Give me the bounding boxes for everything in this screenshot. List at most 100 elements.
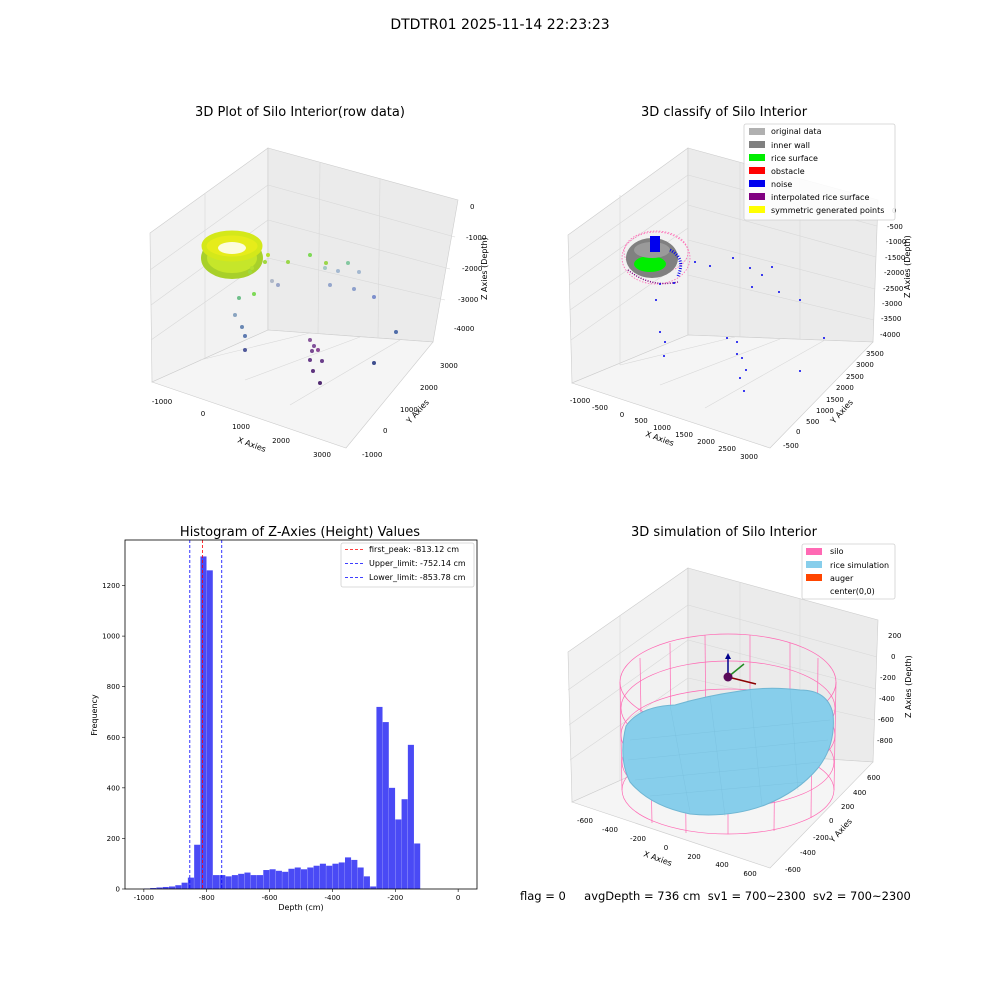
legend-label-rice-simulation: rice simulation	[830, 561, 889, 570]
legend-swatch-rice-simulation	[806, 561, 822, 568]
simulation-ytick: 600	[867, 774, 880, 782]
classify-ztick: -3000	[882, 300, 902, 308]
histogram-bar	[244, 872, 251, 889]
flag-text: flag = 0	[520, 889, 566, 903]
classify-xtick: 0	[620, 411, 624, 419]
classify-ytick: 3000	[856, 361, 874, 369]
histogram-legend-label: first_peak: -813.12 cm	[369, 545, 459, 554]
raw-ztick: -2000	[462, 265, 482, 273]
simulation-ytick: 0	[829, 817, 833, 825]
histogram-bar	[162, 886, 169, 889]
histogram-legend-box	[340, 542, 475, 588]
classify-xlabel: X Axies	[644, 429, 675, 448]
legend-swatch-original-data	[749, 128, 765, 135]
simulation-ytick: -600	[785, 866, 801, 874]
simulation-xtick: 600	[743, 870, 756, 878]
legend-label-noise: noise	[771, 180, 792, 189]
classify-noise-points	[655, 257, 825, 392]
histogram-bar	[257, 875, 264, 889]
histogram-bar	[150, 887, 157, 889]
simulation-ytick: 200	[841, 803, 854, 811]
histogram-bar	[225, 876, 232, 889]
raw-3d-panel: 3D Plot of Silo Interior(row data) -1000…	[149, 105, 489, 459]
classify-ytick: -500	[783, 442, 799, 450]
histogram-bar	[288, 868, 295, 889]
legend-label-interpolated-rice-surface: interpolated rice surface	[771, 193, 869, 202]
rice-simulation-surface	[622, 687, 834, 816]
simulation-xtick: 400	[715, 861, 728, 869]
histogram-ytick-label: 200	[107, 835, 120, 843]
histogram-bar	[319, 863, 326, 889]
histogram-bar	[263, 870, 270, 889]
histogram-bar	[357, 867, 364, 889]
histogram-bar	[313, 865, 320, 889]
simulation-3d-panel: 3D simulation of Silo Interior -600 -400…	[567, 525, 913, 878]
histogram-panel: Histogram of Z-Axies (Height) Values -10…	[90, 525, 478, 912]
raw-ytick: -1000	[362, 451, 382, 459]
rice-mesh	[627, 688, 831, 817]
raw-gridlines	[149, 162, 456, 406]
histogram-bar	[169, 886, 176, 889]
histogram-bar	[401, 799, 408, 889]
histogram-ytick-label: 600	[107, 734, 120, 742]
raw-xtick: 0	[201, 410, 205, 418]
simulation-ztick: -600	[878, 716, 894, 724]
histogram-title: Histogram of Z-Axies (Height) Values	[180, 525, 420, 540]
simulation-zlabel: Z Axies (Depth)	[904, 655, 913, 718]
classify-zlabel: Z Axies (Depth)	[903, 235, 912, 298]
histogram-bar	[269, 869, 276, 889]
classify-ytick: 3500	[866, 350, 884, 358]
classify-ytick: 1500	[826, 396, 844, 404]
histogram-bar	[282, 871, 289, 889]
classify-floor-pane	[571, 334, 874, 449]
auger-marker	[723, 653, 757, 685]
legend-label-center: center(0,0)	[830, 587, 875, 596]
classify-legend-entries: original data inner wall rice surface ob…	[749, 127, 884, 215]
histogram-bar	[407, 744, 414, 889]
legend-label-inner-wall: inner wall	[771, 141, 810, 150]
simulation-ytick: -400	[800, 849, 816, 857]
histogram-legend-label: Lower_limit: -853.78 cm	[369, 573, 466, 582]
histogram-ytick-label: 400	[107, 784, 120, 792]
histogram-bar	[213, 875, 220, 889]
legend-label-original-data: original data	[771, 127, 822, 136]
raw-ztick: 0	[470, 203, 474, 211]
raw-ytick: 3000	[440, 362, 458, 370]
legend-swatch-rice-surface	[749, 154, 765, 161]
raw-floor-pane	[151, 329, 434, 449]
histogram-bar	[175, 885, 182, 889]
classify-3d-title: 3D classify of Silo Interior	[641, 105, 808, 120]
histogram-xtick-label: -200	[387, 894, 403, 902]
classify-ytick: 2500	[846, 373, 864, 381]
simulation-3d-title: 3D simulation of Silo Interior	[631, 525, 818, 540]
simulation-xtick: -600	[577, 817, 593, 825]
histogram-bar	[370, 886, 377, 889]
sv1-text: sv1 = 700~2300	[707, 889, 806, 903]
histogram-ytick-label: 0	[116, 886, 120, 894]
histogram-xticks: -1000 -800 -600 -400 -200 0	[134, 889, 460, 902]
classify-silo-cluster	[621, 230, 691, 285]
histogram-bar	[231, 875, 238, 889]
histogram-bar	[200, 556, 207, 889]
classify-legend-box	[743, 123, 896, 221]
summary-info: flag = 0 avgDepth = 736 cm sv1 = 700~230…	[520, 889, 911, 903]
raw-xtick: 3000	[313, 451, 331, 459]
legend-swatch-inner-wall	[749, 141, 765, 148]
classify-ztick: -4000	[880, 331, 900, 339]
simulation-xtick: 0	[664, 844, 668, 852]
raw-ytick: 0	[383, 427, 387, 435]
avg-depth-text: avgDepth = 736 cm	[584, 889, 701, 903]
histogram-bars	[143, 556, 421, 889]
histogram-bar	[332, 863, 339, 889]
raw-xlabel: X Axies	[236, 435, 267, 454]
histogram-xtick-label: -800	[199, 894, 215, 902]
legend-swatch-auger	[806, 574, 822, 581]
legend-label-auger: auger	[830, 574, 854, 583]
simulation-ytick: 400	[853, 789, 866, 797]
classify-ztick: -3500	[881, 315, 901, 323]
histogram-bar	[389, 787, 396, 889]
classify-xtick: 1500	[675, 431, 693, 439]
histogram-bar	[194, 844, 201, 889]
legend-label-symmetric-generated-points: symmetric generated points	[771, 206, 884, 215]
figure-title: DTDTR01 2025-11-14 22:23:23	[390, 17, 610, 33]
